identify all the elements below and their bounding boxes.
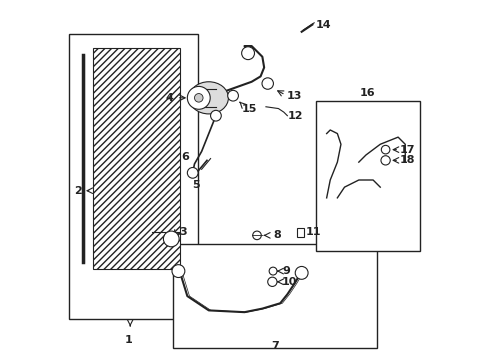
Text: 5: 5 <box>192 180 200 190</box>
Text: 13: 13 <box>286 91 302 101</box>
Bar <box>173 244 376 348</box>
Bar <box>297 228 303 237</box>
Bar <box>93 48 180 269</box>
Circle shape <box>268 267 276 275</box>
Text: 7: 7 <box>270 342 278 351</box>
Circle shape <box>163 231 179 247</box>
Circle shape <box>241 47 254 60</box>
Circle shape <box>380 156 389 165</box>
Text: 4: 4 <box>165 93 173 103</box>
Text: 11: 11 <box>305 227 320 237</box>
Circle shape <box>267 277 276 287</box>
Text: 9: 9 <box>282 266 289 276</box>
Text: 3: 3 <box>179 227 187 237</box>
Text: 10: 10 <box>282 277 297 287</box>
Ellipse shape <box>189 82 228 114</box>
Circle shape <box>172 265 184 278</box>
Text: 12: 12 <box>287 111 302 121</box>
Circle shape <box>227 90 238 101</box>
Text: 15: 15 <box>241 104 257 113</box>
Text: 1: 1 <box>124 336 132 345</box>
Circle shape <box>295 266 307 279</box>
Circle shape <box>262 78 273 89</box>
Bar <box>69 33 198 319</box>
Text: 18: 18 <box>399 156 414 165</box>
Circle shape <box>210 111 221 121</box>
Circle shape <box>187 86 210 109</box>
Bar <box>315 102 419 251</box>
Text: 6: 6 <box>181 152 189 162</box>
Text: 8: 8 <box>272 230 280 240</box>
Text: 2: 2 <box>74 186 82 196</box>
Text: 16: 16 <box>359 88 375 98</box>
Circle shape <box>381 145 389 154</box>
Circle shape <box>194 94 203 102</box>
Circle shape <box>187 167 198 178</box>
Text: 17: 17 <box>399 145 414 155</box>
Text: 14: 14 <box>315 19 331 30</box>
Circle shape <box>252 231 261 240</box>
